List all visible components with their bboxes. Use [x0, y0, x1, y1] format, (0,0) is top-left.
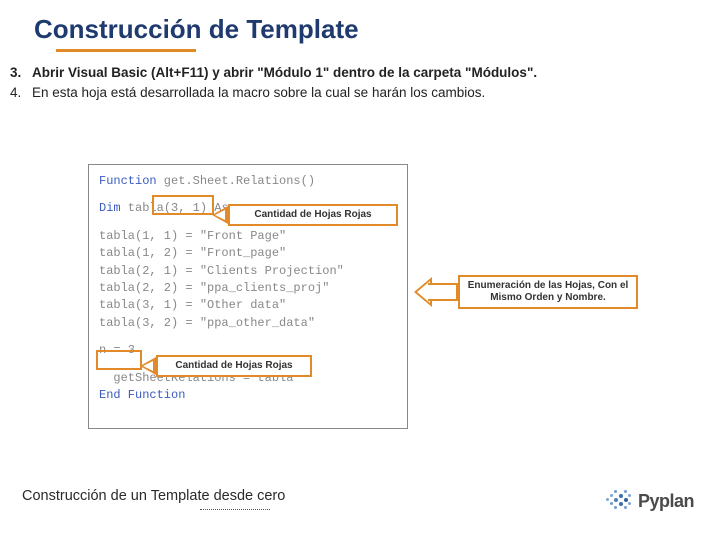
highlight-n-assign	[96, 350, 142, 370]
step-text: En esta hoja está desarrollada la macro …	[32, 84, 700, 102]
step-3: 3. Abrir Visual Basic (Alt+F11) y abrir …	[10, 64, 700, 82]
code-line: tabla(1, 1) = "Front Page"	[99, 228, 397, 245]
code-line: tabla(3, 1) = "Other data"	[99, 297, 397, 314]
step-num: 3.	[10, 64, 32, 82]
footer-divider	[200, 509, 270, 510]
callout-hojas-rojas-top: Cantidad de Hojas Rojas	[228, 204, 398, 226]
code-line: tabla(3, 2) = "ppa_other_data"	[99, 315, 397, 332]
code-line: Function get.Sheet.Relations()	[99, 173, 397, 190]
callout-hojas-rojas-bottom: Cantidad de Hojas Rojas	[156, 355, 312, 377]
code-line: End Function	[99, 387, 397, 404]
arrow-icon	[414, 277, 458, 307]
step-num: 4.	[10, 84, 32, 102]
steps-list: 3. Abrir Visual Basic (Alt+F11) y abrir …	[0, 52, 720, 102]
logo-mark-icon	[606, 488, 632, 514]
step-4: 4. En esta hoja está desarrollada la mac…	[10, 84, 700, 102]
step-text: Abrir Visual Basic (Alt+F11) y abrir "Mó…	[32, 64, 700, 82]
logo-text: Pyplan	[638, 491, 694, 512]
title-block: Construcción de Template	[0, 0, 720, 52]
highlight-dim-param	[152, 195, 214, 215]
page-title: Construcción de Template	[34, 14, 720, 45]
code-line: tabla(2, 2) = "ppa_clients_proj"	[99, 280, 397, 297]
footer-text: Construcción de un Template desde cero	[22, 488, 285, 504]
callout-enumeracion: Enumeración de las Hojas, Con el Mismo O…	[458, 275, 638, 309]
arrow-icon	[212, 206, 228, 224]
pyplan-logo: Pyplan	[606, 488, 694, 514]
code-line: tabla(2, 1) = "Clients Projection"	[99, 263, 397, 280]
arrow-icon	[140, 357, 156, 375]
code-line: tabla(1, 2) = "Front_page"	[99, 245, 397, 262]
